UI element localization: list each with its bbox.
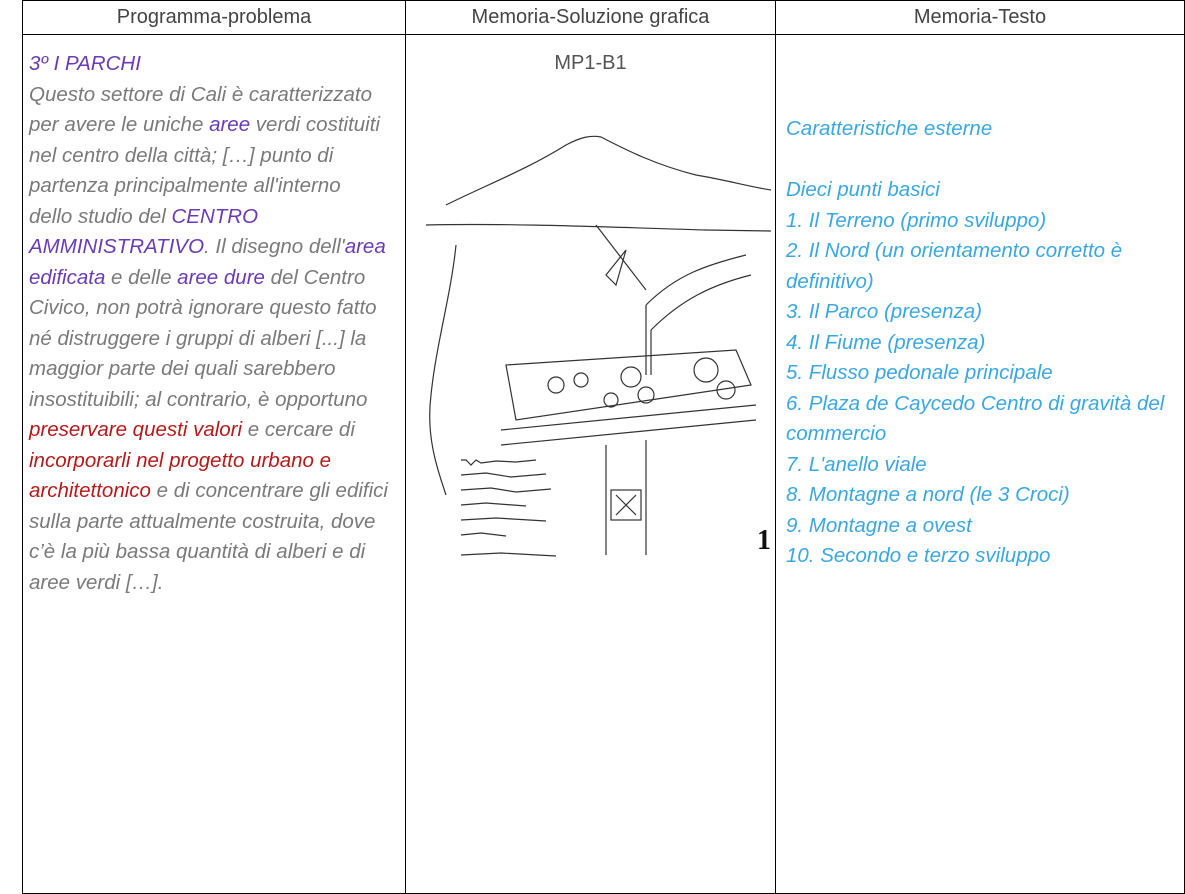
list-item: 5. Flusso pedonale principale xyxy=(786,361,1053,384)
sketch-arrow xyxy=(605,249,627,287)
text-segment: Questo settore di Cali è caratterizzato … xyxy=(29,82,372,137)
header-cell: Programma-problema xyxy=(22,0,406,35)
list-item: 9. Montagne a ovest xyxy=(786,513,972,537)
page: Programma-problema Memoria-Soluzione gra… xyxy=(22,0,1185,894)
sketch-scribble xyxy=(460,532,507,537)
text-segment: CENTRO AMMINISTRATIVO xyxy=(29,204,259,259)
text-segment: . Il disegno dell' xyxy=(204,235,345,258)
list-item: 8. Montagne a nord (le 3 Croci) xyxy=(786,483,1070,506)
text-segment: aree dure xyxy=(177,265,265,289)
text-segment: incorporarli nel progetto urbano e archi… xyxy=(29,448,331,503)
text-segment: e di concentrare gli edifici sulla parte… xyxy=(29,479,388,594)
header-cell: Memoria-Testo xyxy=(775,0,1185,35)
graphic-cell: MP1-B1 1 xyxy=(405,34,776,894)
sketch-scribble xyxy=(460,472,547,478)
sketch-scribble xyxy=(460,552,557,557)
sketch-line xyxy=(645,305,652,375)
list-item: 6. Plaza de Caycedo Centro di gravità de… xyxy=(786,391,1165,446)
program-body: Questo settore di Cali è caratterizzato … xyxy=(29,80,389,599)
memory-subheading: Dieci punti basici xyxy=(786,178,940,201)
sketch-line xyxy=(425,223,772,232)
graphic-code: MP1-B1 xyxy=(554,52,627,74)
sketch-line xyxy=(595,224,647,291)
sketch-tree xyxy=(573,372,589,388)
sketch-scribble xyxy=(460,517,547,522)
sketch-line xyxy=(500,404,757,446)
text-segment: del Centro Civico, non potrà ignorare qu… xyxy=(29,265,377,411)
text-segment: preservare questi valori xyxy=(29,418,243,441)
sketch-plaza xyxy=(610,489,642,521)
sketch-tree xyxy=(620,366,642,388)
program-title: 3º I PARCHI xyxy=(29,52,141,75)
list-item: 1. Il Terreno (primo sviluppo) xyxy=(786,208,1047,232)
text-segment: e delle xyxy=(105,265,178,289)
text-segment: verdi costituiti nel centro della città;… xyxy=(29,113,380,228)
sketch-scribble xyxy=(461,459,537,466)
sketch-line xyxy=(505,349,752,421)
memory-heading: Caratteristiche esterne xyxy=(786,117,993,140)
program-cell: 3º I PARCHI Questo settore di Cali è car… xyxy=(22,34,406,894)
text-segment: aree xyxy=(209,113,251,136)
sketch-tree xyxy=(716,380,736,400)
list-item: 4. Il Fiume (presenza) xyxy=(786,330,986,354)
figure-number: 1 xyxy=(757,525,771,556)
text-segment: e cercare di xyxy=(242,418,355,441)
sketch-scribble xyxy=(460,487,552,493)
list-item: 2. Il Nord (un orientamento corretto è d… xyxy=(786,239,1123,293)
sketch-tree xyxy=(637,386,655,404)
sketch-tree xyxy=(693,357,719,383)
sketch-line xyxy=(645,254,752,331)
list-item: 3. Il Parco (presenza) xyxy=(786,300,982,323)
memory-text: Caratteristiche esterne Dieci punti basi… xyxy=(786,114,1181,572)
sketch-tree xyxy=(603,392,619,408)
header-cell: Memoria-Soluzione grafica xyxy=(405,0,776,35)
memory-list: 1. Il Terreno (primo sviluppo) 2. Il Nord… xyxy=(786,206,1181,572)
text-segment: area edificata xyxy=(29,235,386,289)
sketch xyxy=(425,135,772,557)
sketch-scribble xyxy=(460,502,527,507)
sketch-line xyxy=(445,135,772,206)
program-text: 3º I PARCHI Questo settore di Cali è car… xyxy=(29,49,389,598)
sketch-line xyxy=(615,494,637,516)
list-item: 10. Secondo e terzo sviluppo xyxy=(786,544,1051,567)
memory-cell: Caratteristiche esterne Dieci punti basi… xyxy=(775,34,1185,894)
list-item: 7. L'anello viale xyxy=(786,452,927,476)
sketch-line xyxy=(429,244,457,496)
sketch-tree xyxy=(547,376,565,394)
